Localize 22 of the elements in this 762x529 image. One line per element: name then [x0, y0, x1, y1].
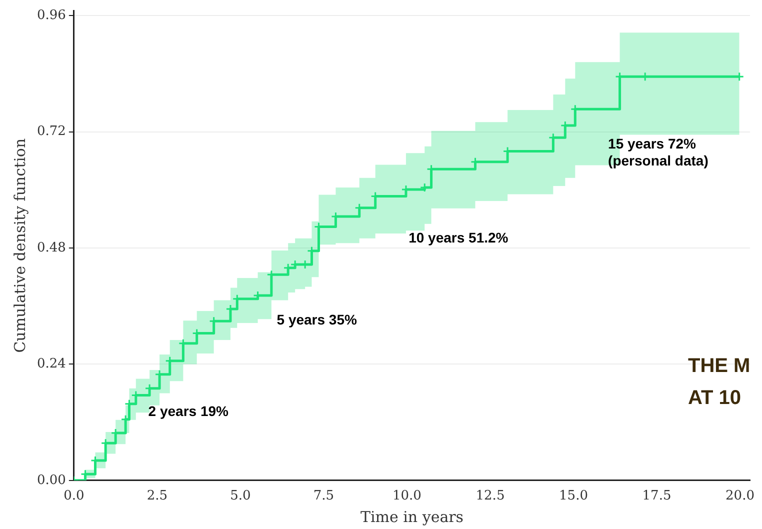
annotation: 5 years 35%: [276, 312, 358, 328]
y-tick-label: 0.96: [36, 8, 66, 24]
x-tick-label: 2.5: [146, 488, 168, 504]
y-tick-label: 0.00: [36, 472, 66, 488]
x-tick-label: 7.5: [313, 488, 334, 504]
annotation: 10 years 51.2%: [408, 229, 509, 246]
x-axis-title: Time in years: [360, 508, 464, 526]
x-tick-label: 5.0: [230, 488, 251, 504]
y-tick-label: 0.72: [36, 124, 66, 140]
x-tick-label: 10.0: [392, 488, 422, 504]
annotation: 2 years 19%: [148, 403, 230, 420]
annotation: THE M: [688, 354, 750, 379]
x-tick-label: 17.5: [642, 488, 672, 504]
y-tick-label: 0.48: [36, 240, 66, 256]
y-tick-label: 0.24: [36, 356, 66, 372]
x-tick-label: 15.0: [559, 488, 588, 504]
annotation: AT 10: [688, 386, 742, 411]
x-tick-label: 12.5: [476, 488, 505, 504]
x-tick-label: 20.0: [726, 488, 754, 504]
annotation: 15 years 72% (personal data): [608, 135, 708, 168]
y-axis-title: Cumulative density function: [10, 138, 29, 353]
x-tick-label: 0.0: [64, 488, 84, 504]
